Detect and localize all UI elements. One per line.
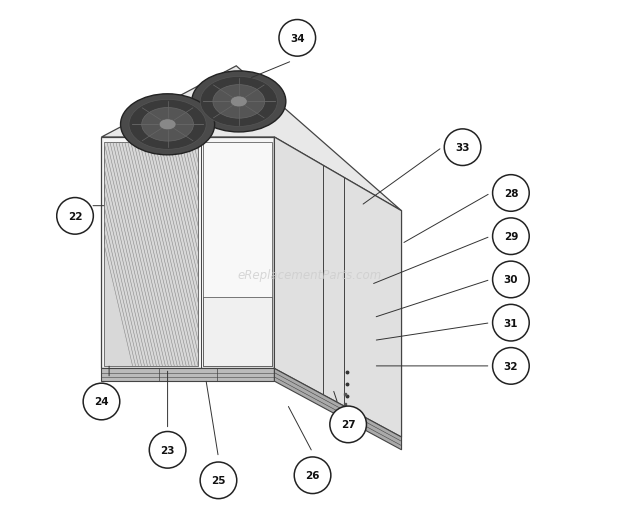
Polygon shape — [203, 143, 272, 366]
Text: 28: 28 — [503, 189, 518, 199]
Circle shape — [83, 383, 120, 420]
Text: 22: 22 — [68, 211, 82, 221]
Polygon shape — [275, 369, 402, 450]
Ellipse shape — [129, 100, 206, 150]
Polygon shape — [203, 298, 272, 366]
Ellipse shape — [192, 72, 286, 133]
Circle shape — [493, 218, 529, 255]
Text: 23: 23 — [161, 445, 175, 455]
Polygon shape — [102, 369, 275, 381]
Circle shape — [493, 262, 529, 298]
Ellipse shape — [200, 77, 277, 127]
Text: 31: 31 — [503, 318, 518, 328]
Text: eReplacementParts.com: eReplacementParts.com — [238, 268, 382, 281]
Ellipse shape — [230, 97, 247, 108]
Polygon shape — [102, 67, 402, 211]
Circle shape — [56, 198, 94, 235]
Text: 27: 27 — [341, 419, 355, 430]
Text: 34: 34 — [290, 34, 304, 44]
Text: 29: 29 — [503, 232, 518, 242]
Circle shape — [445, 130, 481, 166]
Polygon shape — [275, 138, 402, 437]
Circle shape — [330, 406, 366, 443]
Text: 33: 33 — [455, 143, 470, 153]
Polygon shape — [104, 143, 198, 366]
Text: 26: 26 — [305, 470, 320, 480]
Ellipse shape — [120, 95, 215, 156]
Circle shape — [279, 20, 316, 57]
Circle shape — [294, 457, 331, 494]
Text: 25: 25 — [211, 475, 226, 486]
Polygon shape — [102, 138, 275, 369]
Circle shape — [493, 348, 529, 384]
Circle shape — [493, 175, 529, 212]
Text: 32: 32 — [503, 361, 518, 371]
Circle shape — [149, 432, 186, 468]
Circle shape — [200, 462, 237, 499]
Text: 30: 30 — [503, 275, 518, 285]
Ellipse shape — [142, 108, 193, 142]
Text: 24: 24 — [94, 397, 108, 407]
Ellipse shape — [213, 86, 265, 119]
Ellipse shape — [159, 120, 176, 130]
Circle shape — [493, 305, 529, 342]
